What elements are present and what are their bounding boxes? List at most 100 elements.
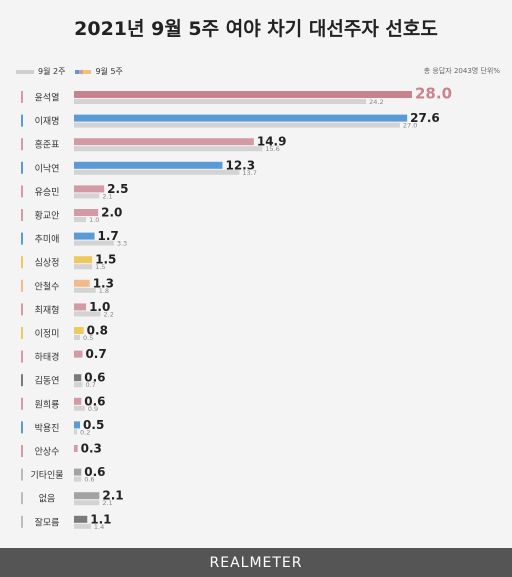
bar-current [74,114,408,122]
bar-previous [74,169,240,175]
value-label-current: 28.0 [415,85,452,103]
category-label: 심상정 [35,258,60,269]
legend-label-curr: 9월 5주 [95,67,123,76]
bar-previous [74,287,96,293]
category-label: 홍준표 [35,139,60,151]
value-label-previous: 27.0 [403,122,417,130]
bar-current [74,232,95,240]
bar-previous [74,240,114,246]
value-label-current: 0.6 [84,371,105,385]
category-label: 이낙연 [35,163,60,174]
bar-current [74,279,90,287]
value-label-previous: 0.6 [84,476,94,484]
category-marker [21,468,23,481]
bar-previous [74,405,85,411]
category-label: 안상수 [35,447,60,458]
category-marker [21,350,23,363]
bar-chart: 윤석열 28.0 24.2 이재명 27.627.0 홍준표 14.915.6 이낙연 12.3… [21,85,452,531]
category-label: 하태경 [35,351,60,363]
value-label-previous: 2.1 [102,499,112,507]
category-marker [21,256,23,269]
bar-previous [74,382,83,388]
value-label-previous: 15.6 [265,145,279,153]
value-label-previous: 1.0 [89,216,99,224]
category-label: 박용진 [35,423,60,434]
category-marker [21,138,23,151]
legend-label-prev: 9월 2주 [38,67,66,76]
bar-previous [74,264,93,270]
value-label-previous: 0.9 [88,405,98,413]
category-marker [21,91,23,103]
bar-previous [74,311,101,317]
value-label-previous: 24.2 [369,98,383,106]
bar-previous [74,122,400,128]
bar-current [74,492,100,500]
category-label: 황교안 [35,211,60,222]
category-marker [21,374,23,387]
value-label-current: 2.0 [101,206,122,220]
category-marker [21,114,23,127]
category-marker [21,185,23,198]
category-marker [21,209,23,221]
category-marker [21,492,23,505]
category-label: 기타인물 [30,470,63,481]
value-label-previous: 2.2 [104,310,114,318]
value-label-current: 2.5 [107,182,128,196]
bar-current [74,515,88,523]
value-label-previous: 2.1 [102,192,112,200]
bar-previous [74,217,87,222]
value-label-current: 2.1 [102,489,123,503]
value-label-current: 12.3 [225,158,255,172]
value-label-current: 1.5 [95,253,116,267]
value-label-current: 1.0 [89,300,110,314]
category-marker [21,397,23,410]
respondent-note: 총 응답자 2043명 단위% [423,67,500,75]
bar-previous [74,476,82,482]
value-label-current: 27.6 [410,111,440,125]
category-marker [21,445,23,457]
bar-previous [74,335,81,340]
value-label-previous: 0.5 [83,334,93,342]
category-marker [21,421,23,434]
value-label-previous: 0.7 [85,381,95,389]
category-marker [21,161,23,174]
category-label: 최재형 [35,305,60,316]
bar-current [74,421,81,429]
category-marker [21,515,23,528]
bar-previous [74,429,77,435]
value-label-previous: 1.8 [99,287,109,295]
value-label-previous: 13.7 [242,169,256,177]
category-marker [21,232,23,245]
category-label: 추미애 [35,234,60,245]
bar-current [74,445,78,452]
bar-current [74,374,82,382]
bar-current [74,161,223,169]
category-label: 이재명 [35,116,60,127]
value-label-previous: 1.4 [94,523,104,531]
bar-current [74,91,412,98]
category-marker [21,303,23,316]
value-label-current: 0.5 [83,418,104,432]
value-label-current: 1.3 [93,276,114,290]
category-label: 원희룡 [35,398,60,410]
value-label-current: 0.8 [87,324,108,338]
bar-current [74,185,105,193]
value-label-current: 0.3 [81,442,102,456]
category-label: 김동연 [35,375,60,387]
category-label: 잘모름 [35,516,60,528]
bar-current [74,327,84,334]
bar-previous [74,146,263,152]
legend-swatch-prev [16,69,34,74]
bar-previous [74,523,91,529]
category-label: 윤석열 [35,93,60,104]
value-label-previous: 3.3 [117,240,127,248]
value-label-current: 1.7 [98,229,119,243]
value-label-previous: 0.2 [80,428,90,436]
bar-current [74,138,254,146]
value-label-current: 0.7 [85,347,106,361]
value-label-current: 0.6 [84,394,105,408]
bar-current [74,303,87,311]
category-marker [21,279,23,292]
category-label: 이정미 [35,329,60,340]
bar-previous [74,99,367,104]
